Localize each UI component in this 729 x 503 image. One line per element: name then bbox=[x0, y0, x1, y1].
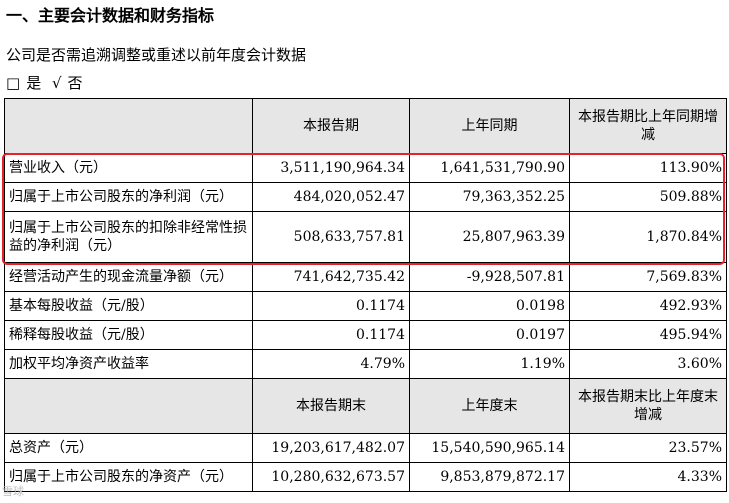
table-row: 总资产（元） 19,203,617,482.07 15,540,590,965.… bbox=[4, 433, 727, 463]
previous-value: -9,928,507.81 bbox=[409, 262, 570, 292]
row-label: 归属于上市公司股东的扣除非经常性损益的净利润（元） bbox=[4, 211, 253, 263]
row-label: 基本每股收益（元/股） bbox=[4, 291, 253, 321]
current-value: 0.1174 bbox=[252, 291, 410, 321]
header-cell: 本报告期比上年同期增减 bbox=[569, 98, 727, 154]
table-row: 稀释每股收益（元/股） 0.1174 0.0197 495.94% bbox=[4, 320, 727, 350]
current-value: 484,020,052.47 bbox=[252, 182, 410, 212]
previous-value: 25,807,963.39 bbox=[409, 211, 570, 263]
restatement-question: 公司是否需追溯调整或重述以前年度会计数据 bbox=[6, 46, 307, 64]
row-label: 加权平均净资产收益率 bbox=[4, 349, 253, 379]
row-label: 归属于上市公司股东的净资产（元） bbox=[4, 462, 253, 492]
header-cell: 上年度末 bbox=[409, 378, 570, 434]
table-row: 经营活动产生的现金流量净额（元） 741,642,735.42 -9,928,5… bbox=[4, 262, 727, 292]
change-value: 113.90% bbox=[569, 153, 727, 183]
header-cell: 本报告期末 bbox=[252, 378, 410, 434]
table-header-row: 本报告期 上年同期 本报告期比上年同期增减 bbox=[4, 98, 727, 154]
current-value: 741,642,735.42 bbox=[252, 262, 410, 292]
previous-value: 1,641,531,790.90 bbox=[409, 153, 570, 183]
current-value: 508,633,757.81 bbox=[252, 211, 410, 263]
table-row: 归属于上市公司股东的净利润（元） 484,020,052.47 79,363,3… bbox=[4, 182, 727, 212]
row-label: 稀释每股收益（元/股） bbox=[4, 320, 253, 350]
change-value: 1,870.84% bbox=[569, 211, 727, 263]
yes-label: 是 bbox=[26, 74, 42, 92]
previous-value: 1.19% bbox=[409, 349, 570, 379]
previous-value: 0.0198 bbox=[409, 291, 570, 321]
header-cell: 本报告期 bbox=[252, 98, 410, 154]
previous-value: 15,540,590,965.14 bbox=[409, 433, 570, 463]
table-header-row: 本报告期末 上年度末 本报告期末比上年度末增减 bbox=[4, 378, 727, 434]
current-value: 4.79% bbox=[252, 349, 410, 379]
table-row: 归属于上市公司股东的扣除非经常性损益的净利润（元） 508,633,757.81… bbox=[4, 211, 727, 263]
change-value: 492.93% bbox=[569, 291, 727, 321]
row-label: 营业收入（元） bbox=[4, 153, 253, 183]
change-value: 3.60% bbox=[569, 349, 727, 379]
table-row: 营业收入（元） 3,511,190,964.34 1,641,531,790.9… bbox=[4, 153, 727, 183]
section-title: 一、主要会计数据和财务指标 bbox=[6, 6, 215, 25]
row-label: 总资产（元） bbox=[4, 433, 253, 463]
header-cell bbox=[4, 98, 253, 154]
table-row: 基本每股收益（元/股） 0.1174 0.0198 492.93% bbox=[4, 291, 727, 321]
watermark-logo: 雪球 bbox=[2, 485, 24, 498]
header-cell: 本报告期末比上年度末增减 bbox=[569, 378, 727, 434]
current-value: 10,280,632,673.57 bbox=[252, 462, 410, 492]
previous-value: 0.0197 bbox=[409, 320, 570, 350]
current-value: 3,511,190,964.34 bbox=[252, 153, 410, 183]
current-value: 0.1174 bbox=[252, 320, 410, 350]
restatement-answer: □ 是 √ 否 bbox=[6, 72, 89, 93]
previous-value: 9,853,879,872.17 bbox=[409, 462, 570, 492]
financial-indicators-table: 本报告期 上年同期 本报告期比上年同期增减 营业收入（元） 3,511,190,… bbox=[4, 98, 727, 492]
row-label: 经营活动产生的现金流量净额（元） bbox=[4, 262, 253, 292]
check-mark: √ bbox=[51, 74, 62, 92]
table-row: 加权平均净资产收益率 4.79% 1.19% 3.60% bbox=[4, 349, 727, 379]
change-value: 7,569.83% bbox=[569, 262, 727, 292]
change-value: 509.88% bbox=[569, 182, 727, 212]
row-label: 归属于上市公司股东的净利润（元） bbox=[4, 182, 253, 212]
yes-checkbox: □ bbox=[6, 74, 21, 92]
table-row: 归属于上市公司股东的净资产（元） 10,280,632,673.57 9,853… bbox=[4, 462, 727, 492]
change-value: 23.57% bbox=[569, 433, 727, 463]
current-value: 19,203,617,482.07 bbox=[252, 433, 410, 463]
header-cell: 上年同期 bbox=[409, 98, 570, 154]
no-label: 否 bbox=[67, 74, 83, 92]
header-cell bbox=[4, 378, 253, 434]
previous-value: 79,363,352.25 bbox=[409, 182, 570, 212]
change-value: 495.94% bbox=[569, 320, 727, 350]
change-value: 4.33% bbox=[569, 462, 727, 492]
